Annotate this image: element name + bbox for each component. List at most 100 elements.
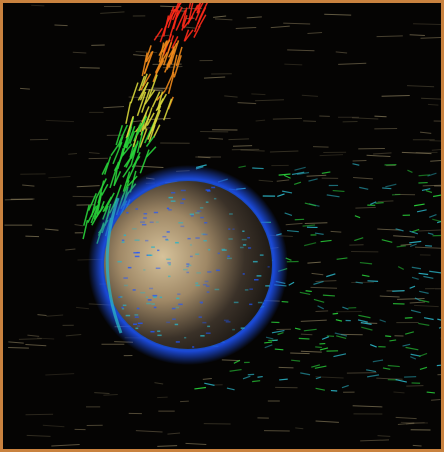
tail-vector <box>387 364 400 368</box>
tail-vector <box>286 229 299 233</box>
tail-vector <box>298 337 310 340</box>
tail-vector <box>385 183 397 188</box>
wind-streak <box>167 432 181 435</box>
speckle <box>257 301 263 304</box>
plume-vector <box>187 4 199 25</box>
tail-vector <box>418 174 430 177</box>
speckle <box>132 228 137 230</box>
speckle <box>207 190 211 192</box>
speckle <box>134 255 140 258</box>
speckle <box>202 321 207 324</box>
tail-vector <box>313 298 325 303</box>
speckle <box>155 267 161 270</box>
speckle <box>198 316 202 318</box>
plume-vector <box>140 73 152 91</box>
speckle <box>165 239 169 241</box>
tail-vector <box>291 171 305 176</box>
tail-vector <box>308 178 318 182</box>
wind-streak <box>272 117 303 120</box>
speckle <box>180 202 184 204</box>
speckle <box>136 307 140 310</box>
tail-vector <box>315 387 326 391</box>
tail-vector <box>427 232 434 236</box>
tail-vector <box>293 181 302 186</box>
tail-vector <box>271 329 285 334</box>
speckle <box>121 241 125 243</box>
speckle <box>256 275 262 277</box>
speckle <box>228 228 231 230</box>
speckle <box>196 210 202 212</box>
plume-vector <box>171 36 179 49</box>
tail-vector <box>436 220 441 224</box>
speckle <box>149 287 154 290</box>
speckle <box>240 327 245 329</box>
tail-vector <box>336 257 348 260</box>
speckle <box>200 302 203 304</box>
speckle <box>127 266 132 269</box>
speckle <box>175 341 180 343</box>
tail-vector <box>404 317 413 319</box>
wind-streak <box>72 51 87 54</box>
tail-vector <box>277 193 285 197</box>
tail-vector <box>411 228 420 233</box>
tail-vector <box>392 290 405 292</box>
speckle <box>157 249 160 252</box>
plume-vector <box>187 3 194 23</box>
speckle <box>247 236 251 239</box>
tail-vector <box>265 336 274 340</box>
tail-vector <box>370 201 377 206</box>
tail-vector <box>283 174 291 179</box>
tail-vector <box>326 335 335 337</box>
wind-streak <box>203 76 226 79</box>
speckle <box>140 221 146 223</box>
speckle <box>137 322 143 325</box>
tail-vector <box>299 291 311 296</box>
speckle <box>199 301 203 304</box>
speckle <box>205 201 209 203</box>
bow-shock-arc <box>105 197 123 334</box>
speckle <box>133 323 137 325</box>
tail-vector <box>372 359 384 363</box>
speckle <box>204 280 209 283</box>
speckle <box>227 255 230 257</box>
tail-vector <box>409 356 417 360</box>
wind-streak <box>381 94 410 97</box>
speckle <box>153 306 157 309</box>
tail-vector <box>332 312 339 315</box>
wind-streak <box>8 347 29 349</box>
tail-vector <box>194 386 207 390</box>
wind-streak <box>374 115 387 118</box>
tail-vector <box>436 364 441 367</box>
speckle <box>232 228 235 230</box>
tail-vector <box>333 353 347 358</box>
tail-vector <box>229 368 242 372</box>
tail-vector <box>429 270 441 274</box>
wind-streak <box>65 248 76 251</box>
tail-vector <box>300 372 311 376</box>
speckle <box>226 257 232 260</box>
wind-streak <box>74 223 84 227</box>
tail-vector <box>359 186 369 190</box>
wind-streak <box>315 310 329 312</box>
wind-streak <box>20 87 30 90</box>
speckle <box>134 239 140 241</box>
wind-streak <box>202 378 212 380</box>
plume-vector <box>126 116 134 138</box>
wind-streak <box>103 105 125 109</box>
tail-vector <box>411 266 422 270</box>
speckle <box>265 285 270 287</box>
tail-vector <box>382 367 391 370</box>
speckle <box>186 271 190 274</box>
wind-streak <box>315 420 339 423</box>
speckle <box>145 239 149 242</box>
speckle <box>213 197 217 200</box>
tail-vector <box>397 266 405 270</box>
wind-streak <box>300 350 322 353</box>
speckle <box>204 222 208 224</box>
speckle <box>199 207 204 209</box>
wind-streak <box>393 391 405 394</box>
speckle <box>168 209 172 211</box>
plume-vector <box>154 57 164 74</box>
wind-streak <box>37 337 55 340</box>
tail-vector <box>233 359 241 364</box>
